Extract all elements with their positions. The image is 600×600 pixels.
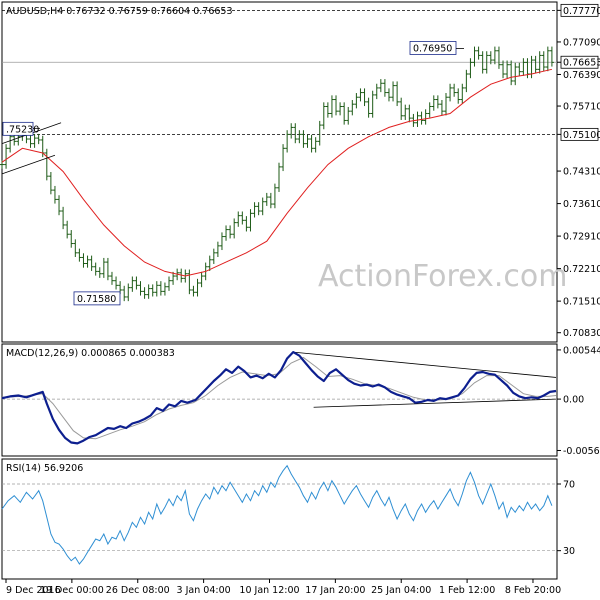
annotation-low-box — [73, 291, 121, 306]
horizontal-levels — [2, 9, 557, 135]
macd-pane-title: MACD(12,26,9) 0.000865 0.000383 — [6, 348, 175, 359]
rsi-tick-label: 30 — [563, 546, 575, 557]
macd-tick-label: 0.00 — [563, 395, 584, 406]
price-tick-label: 0.76390 — [563, 70, 600, 81]
x-tick-label: 8 Feb 20:00 — [505, 585, 561, 596]
price-tick-label: 0.77770 — [563, 6, 600, 17]
rsi-pane-title: RSI(14) 56.9206 — [6, 463, 83, 474]
macd-line — [1, 351, 557, 445]
macd-trendline-1 — [313, 398, 556, 408]
rsi-layer — [1, 464, 557, 565]
price-tick-label: 0.71510 — [563, 297, 600, 308]
rsi-line — [1, 464, 553, 565]
macd-tick-label: 0.005444 — [563, 345, 600, 356]
macd-pane-frame — [1, 343, 558, 457]
price-bars — [0, 46, 554, 302]
main-pane-title: AUDUSD,H4 0.76732 0.76759 0.76604 0.7665… — [6, 6, 233, 17]
rsi-tick-label: 70 — [563, 480, 575, 491]
price-tick-label: 0.75100 — [563, 130, 600, 141]
x-tick-label: 9 Dec 2016 — [6, 585, 61, 596]
price-tick-label-box — [560, 3, 599, 17]
moving-average-line — [1, 68, 553, 277]
annotation-high-right-box — [409, 41, 457, 55]
annotation-high-left-box — [2, 121, 34, 136]
rsi-pane-frame — [1, 458, 558, 580]
price-annotations: .75230 0.71580 0.76950 — [2, 41, 464, 306]
price-tick-label: 0.70830 — [563, 328, 600, 339]
trendline-lower — [1, 154, 56, 175]
x-tick-label: 17 Jan 20:00 — [305, 585, 365, 596]
current-price-label-box — [560, 55, 599, 69]
price-tick-label: 0.74310 — [563, 167, 600, 178]
annotation-low: 0.71580 — [77, 294, 116, 305]
x-tick-label: 3 Jan 04:00 — [177, 585, 231, 596]
y-axis-ticks: 0.77770 0.77090 0.76390 0.75710 0.75100 0.743… — [557, 3, 600, 557]
moving-average-layer — [1, 68, 553, 277]
macd-layer — [1, 351, 557, 445]
x-tick-label: 19 Dec 00:00 — [40, 585, 104, 596]
annotation-high-right: 0.76950 — [413, 43, 452, 54]
x-tick-label: 26 Dec 08:00 — [106, 585, 170, 596]
x-tick-label: 10 Jan 12:00 — [239, 585, 299, 596]
price-tick-label: 0.75710 — [563, 102, 600, 113]
price-tick-label: 0.73610 — [563, 199, 600, 210]
macd-signal-line — [1, 356, 557, 440]
annotation-high-left: .75230 — [6, 124, 39, 135]
current-price-label: 0.76653 — [563, 58, 600, 69]
price-tick-label: 0.72910 — [563, 232, 600, 243]
main-pane-frame — [1, 1, 558, 343]
macd-trendline-0 — [293, 351, 557, 378]
x-tick-label: 1 Feb 12:00 — [439, 585, 495, 596]
macd-tick-label: -0.005689 — [563, 446, 600, 457]
watermark: ActionForex.com — [318, 259, 567, 294]
x-tick-label: 25 Jan 04:00 — [371, 585, 431, 596]
price-tick-label: 0.72210 — [563, 264, 600, 275]
price-tick-label-box — [560, 127, 599, 141]
price-tick-label: 0.77090 — [563, 37, 600, 48]
